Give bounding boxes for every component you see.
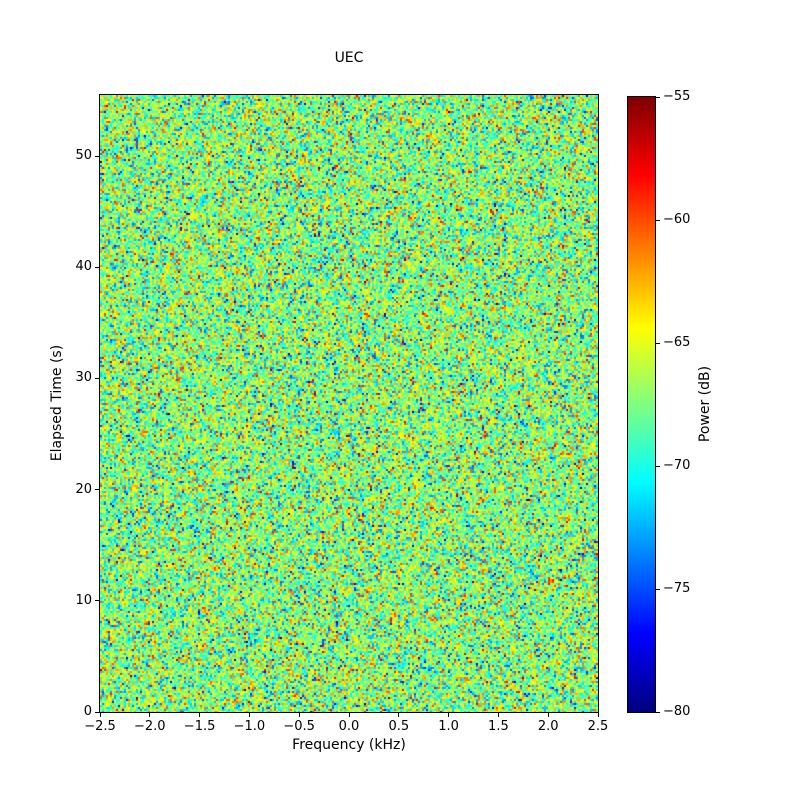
x-tick-label: 2.0 <box>523 719 573 734</box>
x-tick-mark <box>398 713 399 717</box>
colorbar-tick-label: −75 <box>663 581 690 597</box>
y-tick-label: 0 <box>52 704 92 720</box>
y-tick-label: 40 <box>52 259 92 275</box>
x-tick-label: 1.5 <box>473 719 523 734</box>
heatmap-plot-area <box>99 94 599 713</box>
x-tick-mark <box>199 713 200 717</box>
x-tick-mark <box>149 713 150 717</box>
colorbar-label-text: Power (dB) <box>697 366 713 442</box>
x-tick-label: 0.0 <box>324 719 374 734</box>
colorbar-tick-label: −70 <box>663 458 690 474</box>
colorbar-tick-mark <box>656 589 660 590</box>
colorbar-tick-label: −65 <box>663 335 690 351</box>
colorbar <box>627 96 656 713</box>
y-tick-label: 30 <box>52 370 92 386</box>
colorbar-tick-label: −60 <box>663 212 690 228</box>
x-tick-mark <box>100 713 101 717</box>
spectrogram-figure: UEC Center freq. (MHz) : 108.900000 Star… <box>0 0 800 800</box>
y-tick-mark <box>95 600 99 601</box>
x-tick-label: −1.0 <box>224 719 274 734</box>
x-tick-mark <box>498 713 499 717</box>
x-tick-mark <box>299 713 300 717</box>
x-tick-label: 1.0 <box>424 719 474 734</box>
colorbar-tick-label: −80 <box>663 704 690 720</box>
colorbar-label: Power (dB) <box>697 366 713 442</box>
y-tick-label: 10 <box>52 593 92 609</box>
colorbar-gradient <box>628 97 655 712</box>
colorbar-tick-mark <box>656 466 660 467</box>
x-tick-mark <box>448 713 449 717</box>
colorbar-tick-mark <box>656 712 660 713</box>
y-tick-mark <box>95 378 99 379</box>
y-axis-label: Elapsed Time (s) <box>49 345 65 461</box>
x-tick-mark <box>249 713 250 717</box>
x-tick-mark <box>349 713 350 717</box>
x-tick-mark <box>598 713 599 717</box>
x-tick-label: 0.5 <box>374 719 424 734</box>
spectrogram-heatmap-canvas <box>100 95 598 712</box>
y-tick-mark <box>95 489 99 490</box>
colorbar-tick-mark <box>656 343 660 344</box>
y-tick-mark <box>95 267 99 268</box>
x-tick-label: 2.5 <box>573 719 623 734</box>
x-tick-label: −2.0 <box>125 719 175 734</box>
x-tick-label: −1.5 <box>175 719 225 734</box>
y-tick-label: 50 <box>52 148 92 164</box>
colorbar-tick-label: −55 <box>663 89 690 105</box>
y-axis-label-text: Elapsed Time (s) <box>49 345 65 461</box>
x-tick-label: −0.5 <box>274 719 324 734</box>
y-tick-label: 20 <box>52 482 92 498</box>
colorbar-tick-mark <box>656 220 660 221</box>
y-tick-mark <box>95 712 99 713</box>
colorbar-tick-mark <box>656 97 660 98</box>
x-axis-label: Frequency (kHz) <box>0 737 698 753</box>
x-tick-mark <box>548 713 549 717</box>
y-tick-mark <box>95 156 99 157</box>
x-tick-label: −2.5 <box>75 719 125 734</box>
plot-title: UEC <box>0 49 698 68</box>
